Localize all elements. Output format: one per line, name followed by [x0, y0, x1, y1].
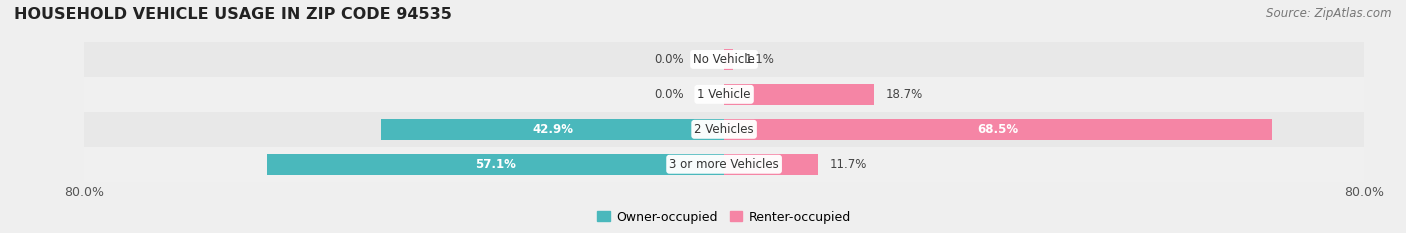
Text: 2 Vehicles: 2 Vehicles — [695, 123, 754, 136]
Text: 11.7%: 11.7% — [830, 158, 868, 171]
Text: No Vehicle: No Vehicle — [693, 53, 755, 66]
Bar — [0, 112, 1406, 147]
Bar — [0, 42, 1406, 77]
Text: 42.9%: 42.9% — [531, 123, 574, 136]
Text: 68.5%: 68.5% — [977, 123, 1018, 136]
Text: 1 Vehicle: 1 Vehicle — [697, 88, 751, 101]
Bar — [724, 84, 873, 105]
Text: 1.1%: 1.1% — [745, 53, 775, 66]
Text: Source: ZipAtlas.com: Source: ZipAtlas.com — [1267, 7, 1392, 20]
Text: 3 or more Vehicles: 3 or more Vehicles — [669, 158, 779, 171]
Bar — [724, 154, 818, 175]
Bar — [724, 119, 1272, 140]
Text: 18.7%: 18.7% — [886, 88, 922, 101]
Text: 0.0%: 0.0% — [654, 53, 685, 66]
Text: 0.0%: 0.0% — [654, 88, 685, 101]
Text: 57.1%: 57.1% — [475, 158, 516, 171]
Legend: Owner-occupied, Renter-occupied: Owner-occupied, Renter-occupied — [592, 206, 856, 229]
Bar — [0, 77, 1406, 112]
Bar — [0, 147, 1406, 182]
Bar — [381, 119, 724, 140]
Text: HOUSEHOLD VEHICLE USAGE IN ZIP CODE 94535: HOUSEHOLD VEHICLE USAGE IN ZIP CODE 9453… — [14, 7, 451, 22]
Bar — [267, 154, 724, 175]
Bar — [724, 49, 733, 70]
